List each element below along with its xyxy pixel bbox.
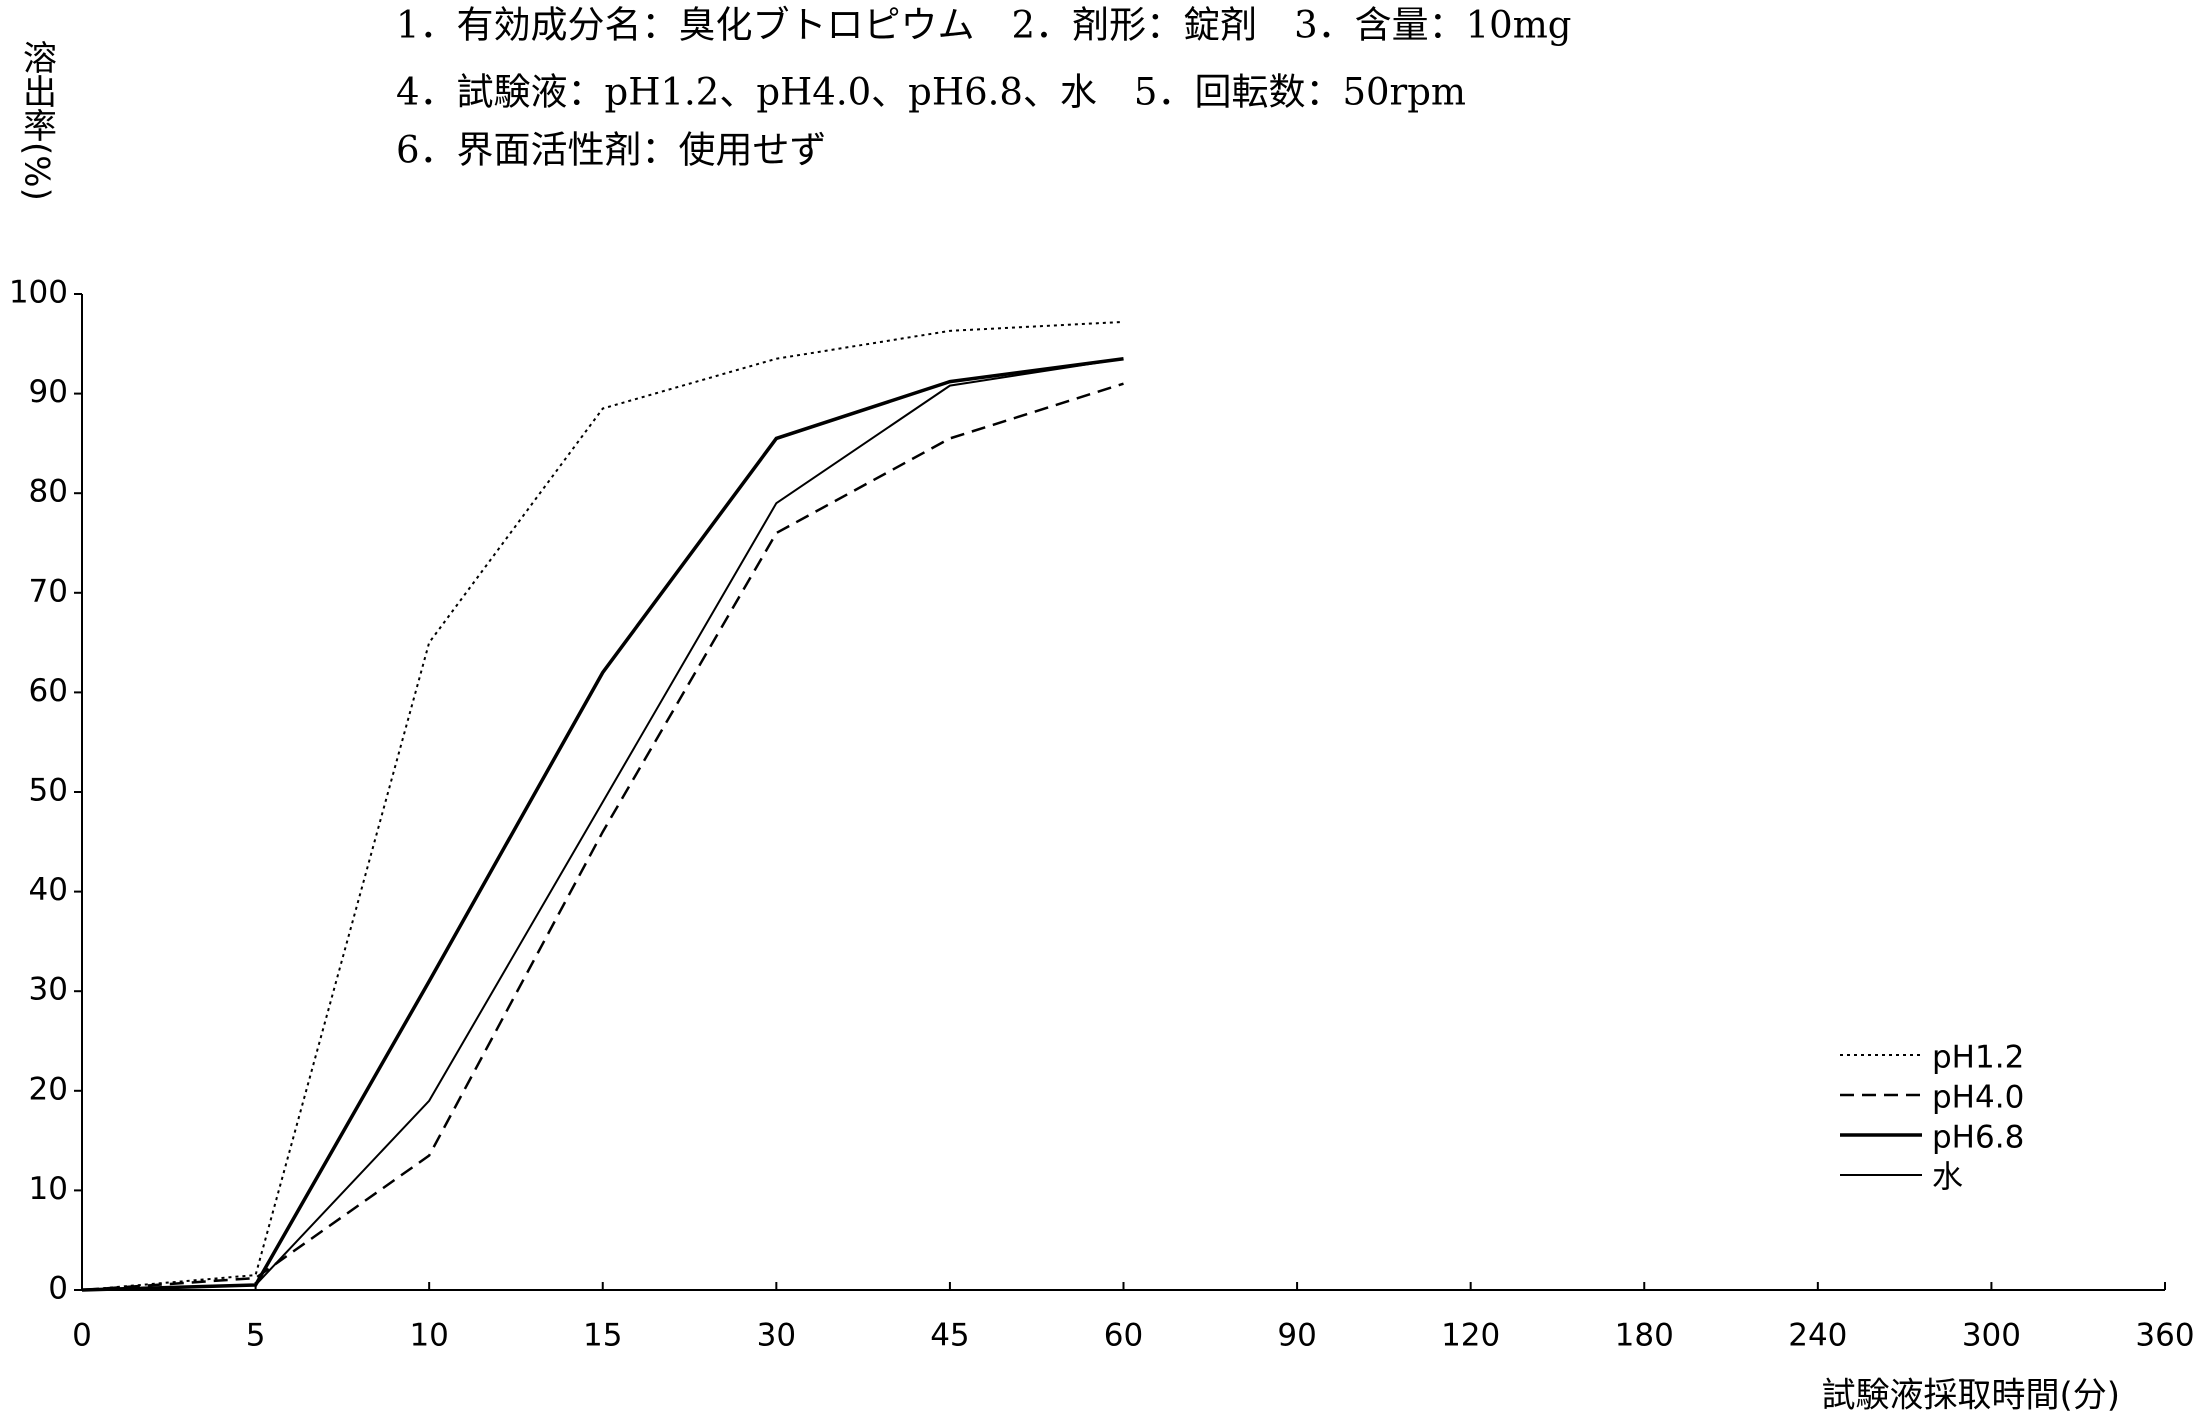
series-line [81, 320, 1124, 1291]
y-tick-label: 40 [29, 872, 68, 908]
y-tick-label: 50 [29, 773, 68, 809]
y-axis-label: 溶出率(%) [17, 40, 57, 201]
legend-label: pH1.2 [1932, 1040, 2024, 1076]
x-tick-label: 30 [757, 1318, 796, 1354]
y-tick-label: 30 [29, 972, 68, 1008]
header-line: 4．試験液：pH1.2、pH4.0、pH6.8、水 5．回転数：50rpm [396, 71, 1466, 114]
x-tick-label: 0 [72, 1318, 92, 1354]
y-tick-label: 90 [29, 374, 68, 410]
y-tick-label: 80 [29, 474, 68, 510]
y-tick-label: 70 [29, 573, 68, 609]
x-tick-label: 10 [409, 1318, 448, 1354]
header-line: 6．界面活性剤：使用せず [396, 129, 827, 172]
x-tick-label: 15 [583, 1318, 622, 1354]
header-line: 1．有効成分名：臭化ブトロピウム 2．剤形：錠剤 3．含量：10mg [396, 4, 1571, 47]
x-tick-label: 360 [2135, 1318, 2194, 1354]
y-tick-label: 0 [48, 1271, 68, 1307]
y-tick-label: 60 [29, 673, 68, 709]
x-axis-label: 試験液採取時間(分) [1821, 1376, 2120, 1416]
y-tick-label: 100 [9, 275, 68, 311]
x-tick-label: 5 [246, 1318, 266, 1354]
series-line [81, 357, 1124, 1291]
y-tick-label: 10 [29, 1171, 68, 1207]
series-line [81, 382, 1124, 1292]
x-tick-label: 120 [1441, 1318, 1500, 1354]
x-tick-label: 90 [1277, 1318, 1316, 1354]
series-line [81, 357, 1124, 1292]
legend-label: 水 [1932, 1160, 1963, 1196]
x-tick-label: 180 [1615, 1318, 1674, 1354]
legend-label: pH6.8 [1932, 1120, 2024, 1156]
x-tick-label: 45 [930, 1318, 969, 1354]
x-tick-label: 240 [1788, 1318, 1847, 1354]
legend-label: pH4.0 [1932, 1080, 2024, 1116]
y-tick-label: 20 [29, 1071, 68, 1107]
x-tick-label: 300 [1962, 1318, 2021, 1354]
x-tick-label: 60 [1104, 1318, 1143, 1354]
